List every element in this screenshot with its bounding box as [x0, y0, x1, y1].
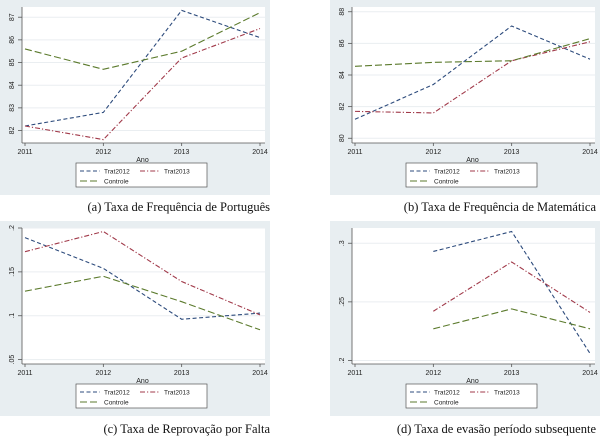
y-tick-label: .25	[339, 297, 346, 307]
legend: Trat2012 Trat2013 Controle	[405, 162, 538, 188]
y-tick-label: .1	[9, 313, 16, 319]
plot-area	[22, 228, 265, 364]
x-tick-label: 2013	[504, 370, 520, 377]
legend-label-controle: Controle	[434, 179, 459, 186]
y-tick-label: .2	[339, 357, 346, 363]
y-tick-label: 84	[339, 71, 346, 79]
series-line-trat2012	[24, 9, 261, 127]
y-tick-label: 88	[339, 8, 346, 16]
legend-label-trat2013: Trat2013	[494, 169, 520, 176]
y-tick-label: 82	[9, 127, 16, 135]
chart-panel-b: 80 82 84 86 88 2011 2012 2013 2014 Ano Trat2012 Tra…	[330, 0, 600, 195]
legend: Trat2012 Trat2013 Controle	[405, 383, 538, 409]
legend-label-trat2013: Trat2013	[164, 169, 190, 176]
x-tick-label: 2014	[582, 370, 598, 377]
y-tick-label: 87	[9, 13, 16, 21]
x-axis-label: Ano	[466, 378, 479, 385]
y-tick-label: .15	[9, 267, 16, 277]
legend-label-trat2012: Trat2012	[104, 390, 130, 397]
legend-box	[75, 162, 208, 188]
x-tick-label: 2014	[252, 370, 268, 377]
chart-c-caption: (c) Taxa de Reprovação por Falta	[103, 422, 270, 436]
x-tick-label: 2011	[347, 370, 362, 377]
y-tick-label: 86	[339, 39, 346, 47]
legend-box	[405, 162, 538, 188]
legend-label-controle: Controle	[434, 400, 459, 407]
legend-box	[75, 383, 208, 409]
legend: Trat2012 Trat2013 Controle	[75, 383, 208, 409]
y-tick-label: .05	[9, 355, 16, 365]
x-tick-label: 2014	[252, 149, 268, 156]
series-line-trat2013	[24, 28, 261, 141]
y-tick-label: 80	[339, 134, 346, 142]
chart-a-caption: (a) Taxa de Frequência de Português	[87, 200, 270, 214]
x-tick-label: 2014	[582, 149, 598, 156]
plot-area	[22, 7, 265, 143]
x-tick-label: 2011	[17, 149, 32, 156]
chart-panel-a: 82 83 84 85 86 87 2011 2012 2013 2014 Ano Trat2012 T…	[0, 0, 270, 195]
y-tick-label: 83	[9, 104, 16, 112]
x-tick-label: 2012	[426, 149, 442, 156]
plot-area	[352, 228, 595, 364]
legend-box	[405, 383, 538, 409]
x-axis-label: Ano	[136, 157, 149, 164]
chart-panel-d: .2.25.3 2011 2012 2013 2014 Ano Trat2012 Trat20…	[330, 221, 600, 416]
x-tick-label: 2011	[17, 370, 32, 377]
x-tick-label: 2012	[426, 370, 442, 377]
y-tick-label: 84	[9, 81, 16, 89]
series-line-controle	[24, 12, 261, 70]
x-tick-label: 2013	[174, 370, 190, 377]
legend-label-trat2012: Trat2012	[104, 169, 130, 176]
chart-d-caption: (d) Taxa de evasão período subsequente	[396, 422, 596, 436]
x-tick-label: 2013	[504, 149, 520, 156]
y-tick-label: .3	[339, 240, 346, 246]
y-tick-label: .2	[9, 225, 16, 231]
x-tick-label: 2012	[96, 370, 112, 377]
legend: Trat2012 Trat2013 Controle	[75, 162, 208, 188]
legend-label-controle: Controle	[104, 179, 129, 186]
chart-b-caption: (b) Taxa de Frequência de Matemática	[403, 200, 596, 214]
chart-panel-c: .05.1.15.2 2011 2012 2013 2014 Ano Trat2012 Tra…	[0, 221, 270, 416]
legend-label-trat2013: Trat2013	[164, 390, 190, 397]
x-tick-label: 2013	[174, 149, 190, 156]
x-axis-label: Ano	[466, 157, 479, 164]
x-tick-label: 2011	[347, 149, 362, 156]
series-line-controle	[24, 275, 261, 331]
legend-label-controle: Controle	[104, 400, 129, 407]
series-line-trat2013	[24, 230, 261, 316]
legend-label-trat2012: Trat2012	[434, 390, 460, 397]
y-tick-label: 82	[339, 103, 346, 111]
series-line-trat2013	[354, 41, 591, 114]
legend-label-trat2012: Trat2012	[434, 169, 460, 176]
y-tick-label: 85	[9, 59, 16, 67]
series-line-trat2012	[354, 25, 591, 120]
x-axis-label: Ano	[136, 378, 149, 385]
legend-label-trat2013: Trat2013	[494, 390, 520, 397]
y-tick-label: 86	[9, 36, 16, 44]
x-tick-label: 2012	[96, 149, 112, 156]
